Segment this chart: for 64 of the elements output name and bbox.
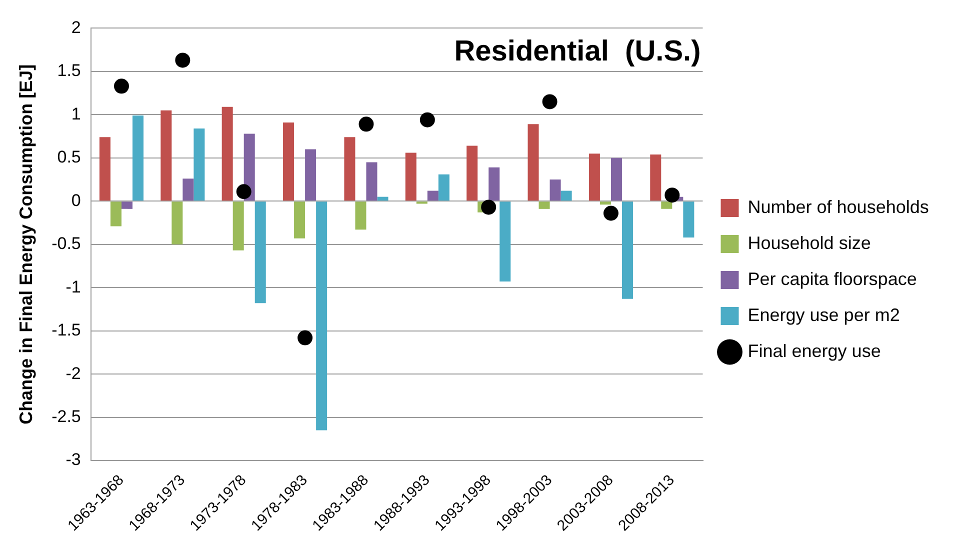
bar (427, 190, 438, 201)
bar (194, 128, 205, 201)
point (236, 184, 252, 200)
bar (160, 110, 172, 201)
bar (182, 178, 194, 201)
bar (588, 154, 600, 201)
point (542, 94, 558, 110)
bar (222, 106, 233, 201)
y-tick-label: -2.5 (52, 407, 81, 426)
bar (110, 202, 122, 226)
bar (683, 202, 694, 238)
y-tick-label: 2 (71, 18, 81, 37)
y-tick-label: -2 (66, 364, 81, 383)
bar (438, 174, 450, 201)
bar (132, 116, 144, 201)
legend-label: Energy use per m2 (748, 304, 900, 325)
bar (610, 158, 622, 201)
y-tick-label: 0 (71, 190, 81, 210)
bar (344, 137, 356, 201)
bar (254, 202, 266, 304)
point (175, 52, 190, 68)
bar (600, 202, 611, 205)
y-tick-label: -1 (66, 277, 81, 296)
bar (661, 202, 672, 209)
bar (538, 202, 550, 209)
bar (405, 152, 416, 201)
bar (366, 162, 378, 201)
bar (121, 202, 132, 209)
bar (622, 202, 633, 299)
bar (466, 146, 478, 201)
bar (99, 137, 110, 201)
bar (283, 122, 294, 201)
bar (232, 202, 244, 250)
bar (560, 190, 572, 201)
point (420, 112, 435, 128)
chart-title: Residential (U.S.) (454, 36, 701, 68)
y-tick-label: -1.5 (52, 320, 81, 340)
point (664, 188, 680, 203)
point (481, 200, 496, 215)
y-tick-label: 1.5 (57, 61, 81, 80)
point (114, 78, 129, 94)
point (298, 330, 313, 346)
bar (172, 202, 183, 244)
point (358, 116, 374, 132)
legend-label: Final energy use (748, 340, 881, 361)
bar (550, 180, 561, 201)
point (603, 206, 618, 221)
y-tick-label: 1 (71, 104, 81, 124)
legend-label: Number of households (748, 196, 929, 217)
bar (355, 202, 366, 230)
bar (528, 124, 539, 201)
bar (650, 154, 662, 201)
bar (316, 202, 328, 430)
bar (305, 149, 316, 201)
bar (488, 167, 500, 201)
y-tick-label: -0.5 (52, 234, 81, 254)
bar (500, 202, 511, 282)
legend-label: Per capita floorspace (748, 268, 917, 289)
legend-label: Household size (748, 232, 871, 253)
y-tick-label: 0.5 (57, 148, 81, 167)
bar (377, 196, 388, 201)
y-tick-label: -3 (66, 450, 81, 470)
bar (294, 202, 306, 238)
y-axis-title: Change in Final Energy Consumption [EJ] (16, 64, 36, 424)
